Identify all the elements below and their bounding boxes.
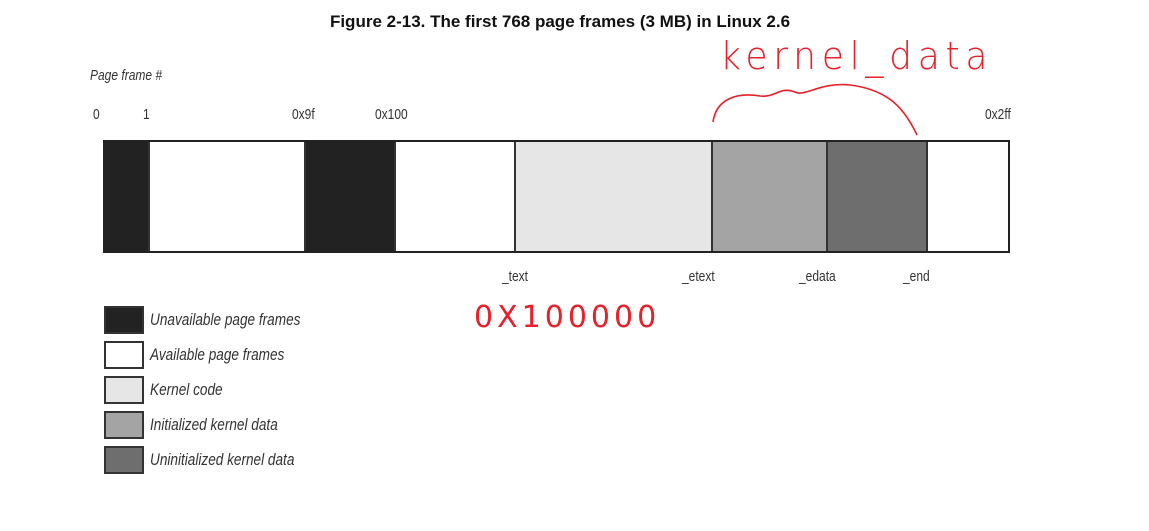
segment-available xyxy=(150,142,306,251)
tick-0x9f: 0x9f xyxy=(292,106,315,123)
marker-edata: _edata xyxy=(799,268,836,285)
segment-kernel-code xyxy=(516,142,713,251)
legend-item: Available page frames xyxy=(104,341,318,369)
legend-label: Available page frames xyxy=(150,345,285,364)
segment-available xyxy=(928,142,1008,251)
legend-label: Kernel code xyxy=(150,380,223,399)
legend-swatch xyxy=(104,411,144,439)
legend-item: Kernel code xyxy=(104,376,241,404)
segment-initialized-kernel-data xyxy=(713,142,828,251)
legend-label: Initialized kernel data xyxy=(150,415,278,434)
tick-0: 0 xyxy=(93,106,100,123)
legend-label: Uninitialized kernel data xyxy=(150,450,295,469)
legend-swatch xyxy=(104,306,144,334)
legend-item: Unavailable page frames xyxy=(104,306,338,334)
legend-label: Unavailable page frames xyxy=(150,310,301,329)
segment-available xyxy=(396,142,516,251)
marker-end: _end xyxy=(903,268,930,285)
note-kernel-data: kernel_data xyxy=(720,34,994,78)
axis-label: Page frame # xyxy=(90,67,163,84)
tick-0x100: 0x100 xyxy=(375,106,408,123)
marker-etext: _etext xyxy=(682,268,715,285)
note-text-address: 0X100000 xyxy=(474,300,661,335)
tick-0x2ff: 0x2ff xyxy=(985,106,1011,123)
legend-swatch xyxy=(104,446,144,474)
page-frame-bar xyxy=(103,140,1010,253)
segment-unavailable xyxy=(306,142,396,251)
figure-title: Figure 2-13. The first 768 page frames (… xyxy=(329,12,791,31)
legend-item: Initialized kernel data xyxy=(104,411,310,439)
segment-uninitialized-kernel-data xyxy=(828,142,928,251)
brace-curve xyxy=(712,83,918,136)
tick-1: 1 xyxy=(143,106,150,123)
segment-unavailable xyxy=(105,142,150,251)
marker-text: _text xyxy=(502,268,529,285)
legend-swatch xyxy=(104,341,144,369)
legend-item: Uninitialized kernel data xyxy=(104,446,331,474)
legend-swatch xyxy=(104,376,144,404)
